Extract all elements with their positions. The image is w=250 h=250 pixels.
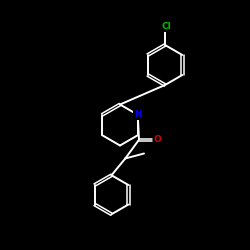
Text: N: N bbox=[134, 110, 141, 119]
Text: O: O bbox=[153, 135, 161, 144]
Text: Cl: Cl bbox=[162, 22, 171, 32]
